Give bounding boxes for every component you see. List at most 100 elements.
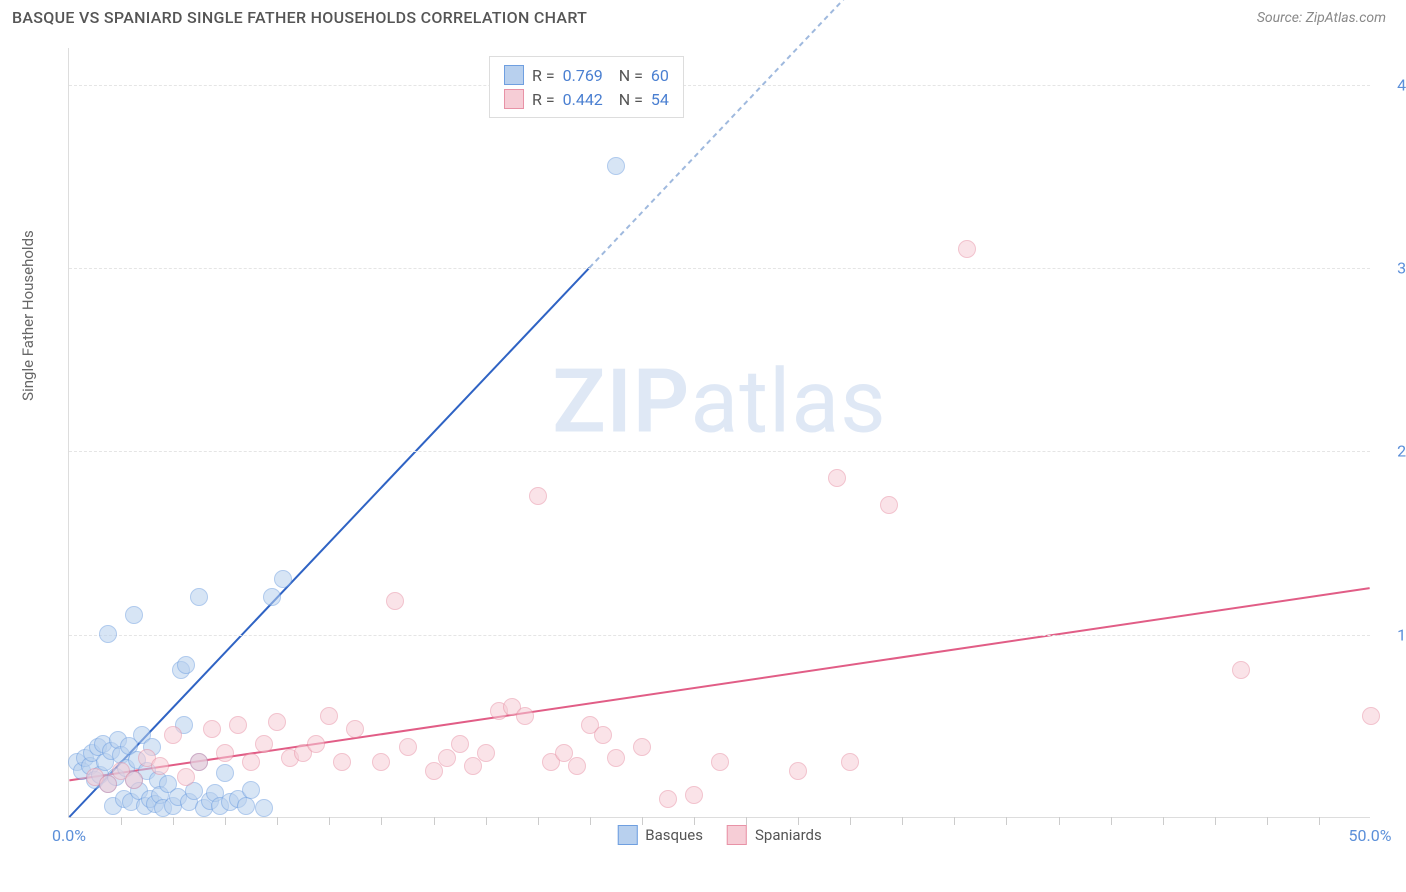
x-tick — [902, 817, 903, 825]
data-point — [516, 707, 534, 725]
x-tick — [173, 817, 174, 825]
data-point — [320, 707, 338, 725]
data-point — [190, 588, 208, 606]
data-point — [164, 726, 182, 744]
chart-title: BASQUE VS SPANIARD SINGLE FATHER HOUSEHO… — [12, 8, 587, 27]
watermark-light: atlas — [690, 350, 886, 453]
header: BASQUE VS SPANIARD SINGLE FATHER HOUSEHO… — [0, 0, 1406, 31]
x-tick — [538, 817, 539, 825]
x-tick — [694, 817, 695, 825]
data-point — [216, 764, 234, 782]
source-label: Source: ZipAtlas.com — [1257, 10, 1386, 26]
x-tick — [381, 817, 382, 825]
x-tick — [1163, 817, 1164, 825]
stats-row-basques: R = 0.769 N = 60 — [504, 63, 669, 87]
y-tick-label: 40.0% — [1380, 75, 1406, 94]
data-point — [255, 799, 273, 817]
data-point — [255, 735, 273, 753]
data-point — [268, 713, 286, 731]
data-point — [880, 496, 898, 514]
data-point — [99, 625, 117, 643]
r-value-spaniards: 0.442 — [563, 90, 603, 109]
data-point — [789, 762, 807, 780]
x-tick — [486, 817, 487, 825]
data-point — [607, 749, 625, 767]
gridline — [69, 268, 1370, 269]
swatch-basques — [504, 65, 524, 85]
data-point — [1362, 707, 1380, 725]
data-point — [841, 753, 859, 771]
x-tick — [434, 817, 435, 825]
stats-legend: R = 0.769 N = 60 R = 0.442 N = 54 — [489, 56, 684, 118]
chart-area: Single Father Households ZIPatlas R = 0.… — [50, 48, 1390, 838]
y-tick-label: 20.0% — [1380, 442, 1406, 461]
gridline — [69, 85, 1370, 86]
legend-label-spaniards: Spaniards — [755, 826, 822, 844]
data-point — [333, 753, 351, 771]
legend-item-spaniards: Spaniards — [727, 825, 822, 845]
data-point — [242, 753, 260, 771]
x-tick — [1059, 817, 1060, 825]
x-tick — [121, 817, 122, 825]
watermark-bold: ZIP — [552, 350, 690, 453]
series-legend: Basques Spaniards — [617, 825, 821, 845]
plot-region: ZIPatlas R = 0.769 N = 60 R = 0.442 N = … — [68, 48, 1370, 818]
data-point — [386, 592, 404, 610]
data-point — [399, 738, 417, 756]
swatch-spaniards — [504, 89, 524, 109]
watermark: ZIPatlas — [552, 350, 886, 453]
stats-row-spaniards: R = 0.442 N = 54 — [504, 87, 669, 111]
regression-lines — [69, 48, 1370, 817]
data-point — [151, 757, 169, 775]
y-tick-label: 10.0% — [1380, 625, 1406, 644]
data-point — [451, 735, 469, 753]
x-tick — [329, 817, 330, 825]
data-point — [438, 749, 456, 767]
data-point — [274, 570, 292, 588]
x-tick — [1111, 817, 1112, 825]
data-point — [203, 720, 221, 738]
y-tick-label: 30.0% — [1380, 259, 1406, 278]
data-point — [216, 744, 234, 762]
legend-swatch-basques — [617, 825, 637, 845]
legend-label-basques: Basques — [645, 826, 703, 844]
data-point — [177, 656, 195, 674]
x-tick — [277, 817, 278, 825]
data-point — [711, 753, 729, 771]
data-point — [125, 771, 143, 789]
x-tick — [225, 817, 226, 825]
data-point — [263, 588, 281, 606]
x-tick — [1319, 817, 1320, 825]
x-tick — [954, 817, 955, 825]
data-point — [177, 768, 195, 786]
data-point — [372, 753, 390, 771]
data-point — [1232, 661, 1250, 679]
data-point — [190, 753, 208, 771]
x-tick — [590, 817, 591, 825]
x-tick — [850, 817, 851, 825]
y-axis-label: Single Father Households — [19, 230, 37, 401]
data-point — [229, 716, 247, 734]
gridline — [69, 635, 1370, 636]
data-point — [594, 726, 612, 744]
x-tick — [798, 817, 799, 825]
data-point — [607, 157, 625, 175]
n-value-spaniards: 54 — [651, 90, 669, 109]
legend-swatch-spaniards — [727, 825, 747, 845]
data-point — [237, 797, 255, 815]
n-value-basques: 60 — [651, 66, 669, 85]
gridline — [69, 451, 1370, 452]
x-tick — [1215, 817, 1216, 825]
data-point — [477, 744, 495, 762]
data-point — [242, 781, 260, 799]
data-point — [659, 790, 677, 808]
x-tick — [1006, 817, 1007, 825]
data-point — [346, 720, 364, 738]
x-axis-max-label: 50.0% — [1349, 826, 1392, 845]
data-point — [568, 757, 586, 775]
r-value-basques: 0.769 — [563, 66, 603, 85]
x-tick — [642, 817, 643, 825]
x-tick — [746, 817, 747, 825]
data-point — [307, 735, 325, 753]
regression-line — [589, 0, 849, 268]
